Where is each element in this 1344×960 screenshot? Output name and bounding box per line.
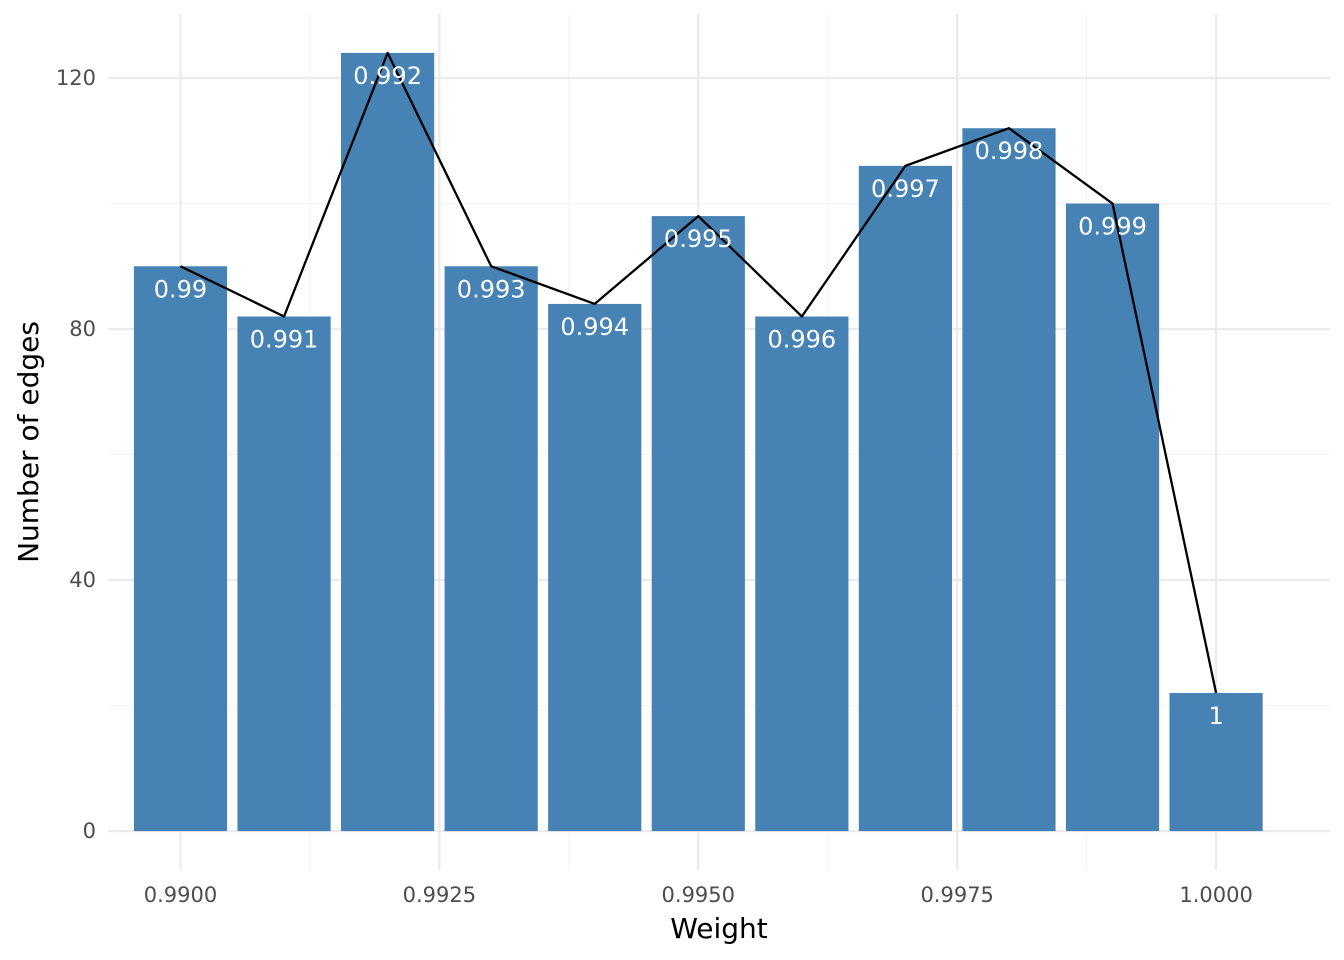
bar-data-label: 0.999 xyxy=(1078,213,1147,241)
bars xyxy=(133,52,1263,832)
bar-data-label: 0.995 xyxy=(664,225,733,253)
bar xyxy=(858,165,953,832)
x-tick-label: 1.0000 xyxy=(1179,883,1252,907)
x-axis-tick-labels: 0.9900 0.9925 0.9950 0.9975 1.0000 xyxy=(144,883,1253,907)
y-tick-label: 120 xyxy=(56,66,96,90)
bar xyxy=(237,316,331,832)
y-axis-tick-labels: 0 40 80 120 xyxy=(56,66,96,843)
overlay-line-group xyxy=(179,51,1218,694)
x-tick-label: 0.9925 xyxy=(403,883,476,907)
bar xyxy=(962,128,1056,832)
bar-data-label: 0.998 xyxy=(975,137,1044,165)
bar-data-label: 0.994 xyxy=(560,313,629,341)
y-axis-title: Number of edges xyxy=(12,321,45,563)
x-tick-label: 0.9950 xyxy=(662,883,735,907)
bar-data-label: 0.996 xyxy=(767,325,836,353)
bar-data-labels: 0.99 0.991 0.992 0.993 0.994 0.995 0.996 0.997 0… xyxy=(154,62,1224,730)
x-axis-title: Weight xyxy=(670,912,768,945)
y-tick-label: 80 xyxy=(69,317,96,341)
bar xyxy=(651,216,745,832)
bar-data-label: 0.997 xyxy=(871,175,940,203)
bar xyxy=(444,266,538,832)
bar xyxy=(133,266,228,832)
x-tick-label: 0.9975 xyxy=(920,883,993,907)
bar xyxy=(1065,203,1160,832)
bar xyxy=(1169,693,1263,832)
bar-data-label: 0.992 xyxy=(353,62,422,90)
y-tick-label: 40 xyxy=(69,568,96,592)
bar-data-label: 0.991 xyxy=(250,325,319,353)
y-tick-label: 0 xyxy=(83,819,96,843)
bar-data-label: 0.99 xyxy=(154,275,207,303)
bar xyxy=(755,316,849,832)
bar xyxy=(548,303,642,832)
x-tick-label: 0.9900 xyxy=(144,883,217,907)
bar-data-label: 0.993 xyxy=(457,275,526,303)
bar-data-label: 1 xyxy=(1208,702,1223,730)
overlay-line xyxy=(179,51,1218,694)
bar xyxy=(341,52,435,832)
